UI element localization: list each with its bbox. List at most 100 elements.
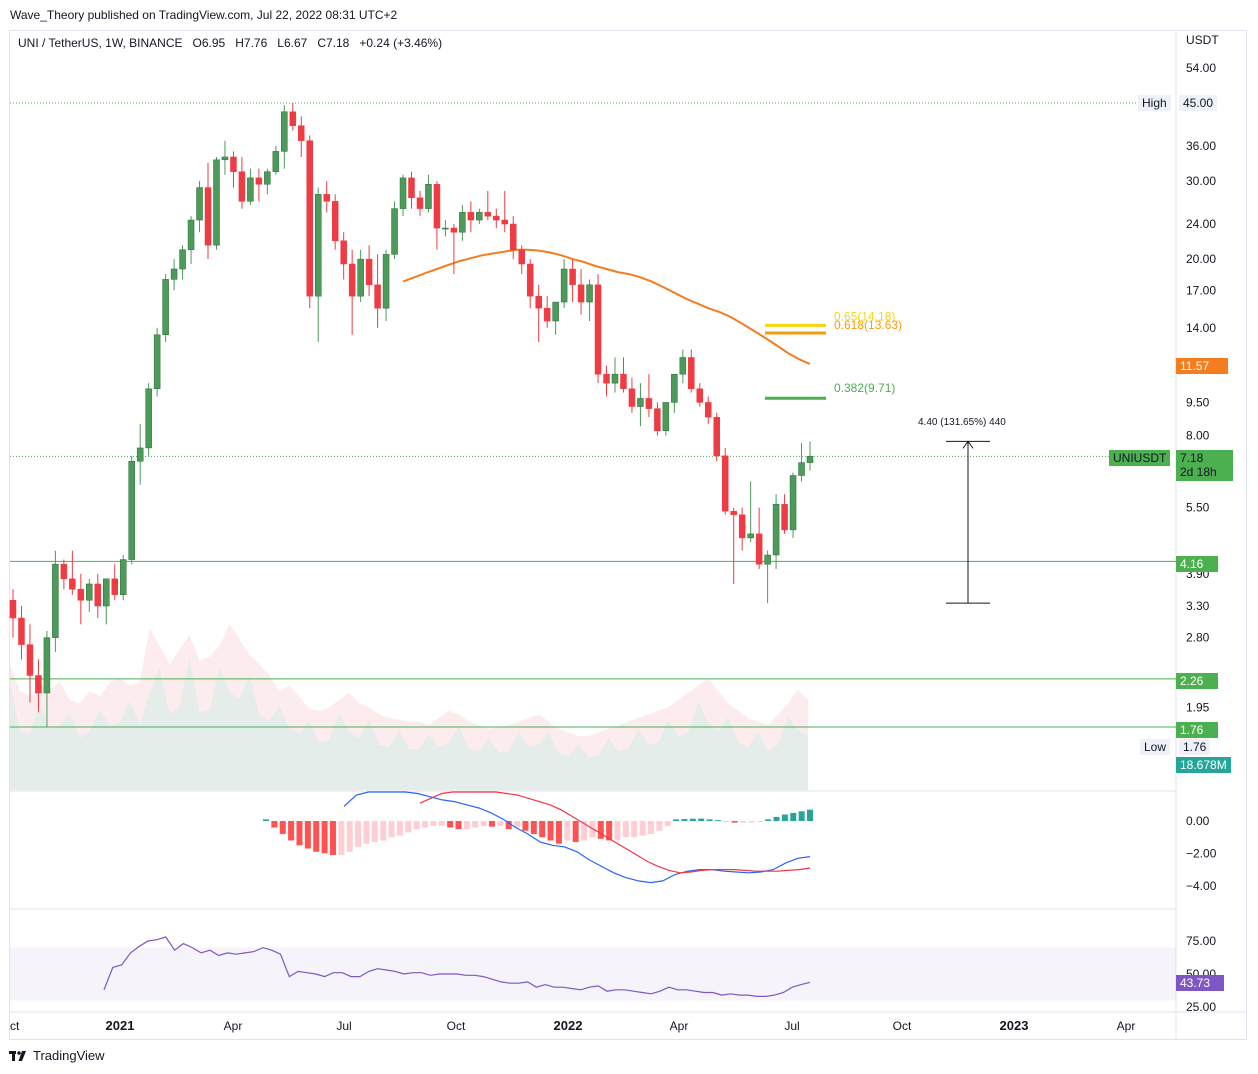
time-axis-tick-0: ct: [10, 1019, 20, 1033]
ohlc-change: +0.24 (+3.46%): [359, 36, 443, 50]
candle-body-17: [153, 334, 161, 389]
macd-hist-bar-32: [530, 821, 537, 834]
candle-body-39: [340, 240, 347, 265]
candle-body-80: [688, 357, 695, 389]
candle-body-69: [594, 284, 602, 375]
macd-hist-bar-40: [597, 821, 604, 839]
low-tag: Low: [1140, 739, 1171, 755]
candle-body-37: [323, 194, 330, 202]
macd-hist-bar-31: [522, 821, 529, 831]
candle-body-81: [696, 388, 704, 403]
candle-body-41: [357, 258, 364, 297]
macd-hist-bar-34: [547, 821, 554, 841]
candle-body-16: [145, 388, 152, 449]
candle-body-30: [264, 171, 271, 185]
macd-hist-bar-15: [388, 821, 395, 838]
macd-hist-bar-7: [321, 821, 328, 854]
low-price-label: 1.76: [1179, 739, 1211, 755]
candle-body-93: [798, 462, 805, 476]
macd-hist-bar-30: [514, 821, 521, 828]
candle-body-10: [94, 583, 102, 607]
candle-body-73: [628, 388, 636, 407]
macd-hist-bar-57: [740, 821, 747, 823]
price-axis-currency: USDT: [1186, 33, 1219, 47]
candle-body-15: [136, 447, 144, 462]
candle-body-88: [755, 533, 763, 565]
rsi-axis-tick-2: 25.00: [1186, 1000, 1216, 1014]
candle-body-43: [374, 284, 381, 309]
macd-hist-bar-6: [313, 821, 320, 852]
candle-body-19: [170, 268, 178, 280]
support-label-2: 2.26: [1176, 673, 1218, 689]
candle-body-70: [603, 373, 610, 384]
macd-hist-bar-27: [488, 821, 495, 827]
macd-hist-bar-62: [781, 814, 788, 821]
price-axis-tick-14: 1.95: [1186, 700, 1210, 714]
macd-hist-bar-21: [438, 821, 445, 826]
macd-hist-bar-50: [681, 819, 688, 821]
time-axis-tick-8: Oct: [893, 1019, 912, 1033]
rsi-value-label: 43.73: [1176, 975, 1224, 991]
candle-body-61: [526, 263, 534, 297]
publisher-line: Wave_Theory published on TradingView.com…: [10, 8, 398, 22]
candle-body-11: [103, 578, 110, 607]
macd-hist-bar-0: [263, 819, 269, 821]
price-axis-tick-7: 14.00: [1186, 321, 1216, 335]
candle-body-14: [128, 460, 135, 560]
price-axis-tick-8: 9.50: [1186, 395, 1210, 409]
candle-body-82: [705, 402, 712, 418]
candle-body-77: [662, 402, 670, 432]
rsi-band: [10, 947, 1176, 1001]
macd-hist-bar-58: [748, 821, 755, 823]
price-axis-tick-2: 36.00: [1186, 139, 1216, 153]
candle-body-34: [298, 125, 305, 141]
candle-body-1: [18, 617, 25, 645]
ohlc-high: H7.76: [235, 36, 268, 50]
macd-hist-bar-41: [606, 821, 613, 841]
candle-body-47: [408, 177, 415, 199]
candle-body-72: [620, 373, 627, 389]
candle-body-3: [35, 675, 42, 694]
macd-hist-bar-48: [664, 821, 671, 826]
symbol-legend: UNI / TetherUS, 1W, BINANCE O6.95 H7.76 …: [18, 36, 442, 50]
candle-body-32: [281, 111, 288, 152]
price-axis-tick-5: 20.00: [1186, 252, 1216, 266]
candle-body-63: [543, 307, 551, 322]
macd-hist-bar-3: [288, 821, 295, 841]
tradingview-logo[interactable]: TradingView: [9, 1048, 105, 1063]
macd-hist-bar-43: [622, 821, 629, 838]
candle-body-24: [213, 159, 220, 246]
last-price-value: 7.18: [1180, 451, 1204, 465]
signal-line: [419, 791, 811, 874]
symbol-name[interactable]: UNI / TetherUS, 1W, BINANCE: [18, 36, 183, 50]
macd-hist-bar-52: [698, 818, 705, 821]
macd-hist-bar-33: [539, 821, 546, 838]
candle-body-50: [433, 184, 441, 229]
macd-hist-bar-29: [505, 821, 512, 830]
macd-hist-bar-10: [346, 821, 353, 852]
candle-body-48: [416, 197, 424, 209]
candle-body-78: [671, 373, 678, 403]
time-axis-tick-6: Apr: [670, 1019, 689, 1033]
candle-body-28: [247, 177, 254, 202]
macd-hist-bar-16: [396, 821, 403, 836]
candle-body-67: [577, 284, 585, 303]
candle-body-35: [306, 140, 314, 297]
candle-body-0: [9, 600, 17, 619]
chart-frame: [9, 30, 1247, 1040]
candle-body-90: [772, 503, 780, 556]
candle-body-79: [679, 357, 687, 375]
ema-price-label: 11.57: [1176, 358, 1228, 374]
macd-hist-bar-28: [497, 821, 504, 826]
time-axis-tick-1: 2021: [106, 1018, 135, 1033]
macd-axis-tick-1: −2.00: [1186, 846, 1217, 860]
candle-body-64: [552, 301, 559, 322]
macd-hist-bar-25: [472, 821, 479, 828]
macd-hist-bar-9: [338, 821, 345, 856]
candle-body-86: [738, 514, 746, 539]
candle-body-22: [196, 187, 203, 221]
candle-body-51: [442, 227, 449, 230]
macd-hist-bar-53: [706, 819, 713, 821]
candle-body-58: [501, 219, 509, 225]
